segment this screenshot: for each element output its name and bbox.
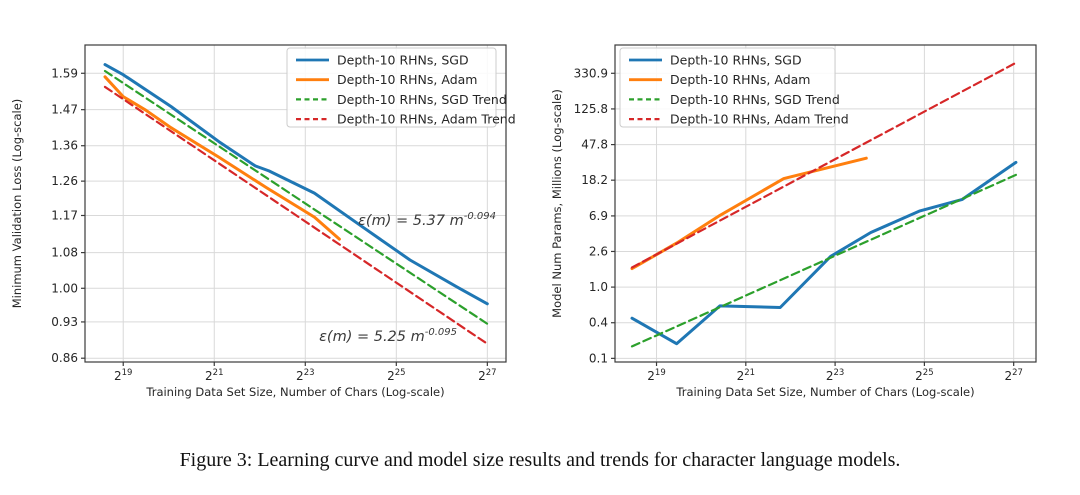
- legend-label-depth-10-rhns-adam-trend: Depth-10 RHNs, Adam Trend: [337, 112, 516, 127]
- series-line-depth-10-rhns-sgd-trend: [103, 69, 490, 326]
- y-tick-label: 1.17: [51, 208, 78, 222]
- y-tick-label: 125.8: [574, 102, 608, 116]
- x-tick-label: 219: [114, 368, 132, 383]
- y-tick-label: 0.93: [51, 315, 78, 329]
- legend-label-depth-10-rhns-sgd: Depth-10 RHNs, SGD: [670, 53, 802, 68]
- x-tick-label: 227: [1004, 368, 1022, 383]
- series-line-depth-10-rhns-sgd-trend: [630, 173, 1017, 348]
- plot-border: [84, 44, 507, 363]
- legend-label-depth-10-rhns-sgd-trend: Depth-10 RHNs, SGD Trend: [670, 92, 840, 107]
- y-tick-label: 330.9: [574, 66, 608, 80]
- x-tick-label: 225: [915, 368, 933, 383]
- trend-equation-annotation: ε(m) = 5.25 m-0.095: [319, 327, 457, 345]
- series-line-depth-10-rhns-adam: [630, 156, 868, 271]
- trend-equation-annotation: ε(m) = 5.37 m-0.094: [358, 211, 496, 229]
- series-line-depth-10-rhns-adam-trend: [103, 85, 490, 346]
- legend-box: [619, 47, 836, 128]
- figure-caption: Figure 3: Learning curve and model size …: [179, 449, 901, 471]
- y-tick-label: 1.59: [51, 66, 78, 80]
- legend-label-depth-10-rhns-sgd-trend: Depth-10 RHNs, SGD Trend: [337, 92, 507, 107]
- x-tick-label: 219: [647, 368, 665, 383]
- x-tick-label: 223: [296, 368, 314, 383]
- x-tick-label: 223: [826, 368, 844, 383]
- y-tick-label: 1.47: [51, 103, 78, 117]
- legend-label-depth-10-rhns-adam-trend: Depth-10 RHNs, Adam Trend: [670, 112, 849, 127]
- legend-label-depth-10-rhns-adam: Depth-10 RHNs, Adam: [337, 72, 477, 87]
- model-size-chart: 219 221 223 225 227 330.9 125.8 47.8 18.2 6.9 2.6 1…: [550, 44, 1037, 399]
- y-tick-label: 18.2: [581, 173, 608, 187]
- legend-label-depth-10-rhns-adam: Depth-10 RHNs, Adam: [670, 72, 810, 87]
- x-tick-label: 221: [205, 368, 223, 383]
- x-tick-label: 227: [478, 368, 496, 383]
- series-line-depth-10-rhns-sgd: [630, 160, 1018, 346]
- x-tick-label: 221: [737, 368, 755, 383]
- series-line-depth-10-rhns-adam: [103, 75, 341, 241]
- learning-curve-chart: 219 221 223 225 227 1.59 1.47 1.36 1.26 1.17 1.08 1…: [10, 44, 516, 399]
- y-tick-label: 2.6: [589, 244, 608, 258]
- series-line-depth-10-rhns-sgd: [103, 63, 489, 306]
- x-tick-label: 225: [387, 368, 405, 383]
- y-tick-label: 1.26: [51, 174, 78, 188]
- legend-label-depth-10-rhns-sgd: Depth-10 RHNs, SGD: [337, 53, 469, 68]
- y-tick-label: 1.08: [51, 246, 78, 260]
- y-axis-label: Model Num Params, Millions (Log-scale): [550, 89, 564, 318]
- y-tick-label: 0.4: [589, 316, 608, 330]
- y-tick-label: 1.0: [589, 280, 608, 294]
- y-tick-label: 0.86: [51, 351, 78, 365]
- y-tick-label: 0.1: [589, 351, 608, 365]
- plot-border: [614, 44, 1037, 363]
- x-axis-label: Training Data Set Size, Number of Chars …: [145, 385, 444, 399]
- legend-box: [286, 47, 497, 128]
- series-line-depth-10-rhns-adam-trend: [630, 61, 1017, 269]
- y-tick-label: 6.9: [589, 209, 608, 223]
- y-tick-label: 1.00: [51, 281, 78, 295]
- x-axis-label: Training Data Set Size, Number of Chars …: [675, 385, 974, 399]
- y-tick-label: 1.36: [51, 139, 78, 153]
- y-axis-label: Minimum Validation Loss (Log-scale): [10, 99, 24, 309]
- y-tick-label: 47.8: [581, 138, 608, 152]
